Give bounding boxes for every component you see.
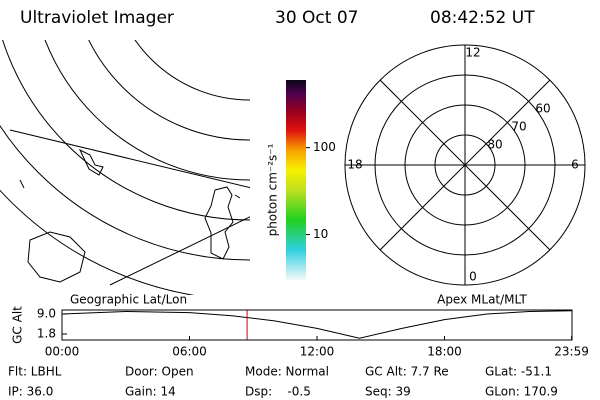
info-field: GLon: 170.9 xyxy=(485,385,558,399)
colorbar-label: photon cm⁻²s⁻¹ xyxy=(266,143,280,236)
polar-label: Apex MLat/MLT xyxy=(437,293,527,307)
colorbar-tick-label: 100 xyxy=(313,140,336,154)
lat-ring xyxy=(374,74,556,256)
colorbar-tick-label: 10 xyxy=(313,227,328,241)
mlt-label: 6 xyxy=(571,158,579,172)
info-field: Door: Open xyxy=(125,365,194,379)
lat-label: 70 xyxy=(511,120,526,134)
map-label: Geographic Lat/Lon xyxy=(70,293,187,307)
mlt-label: 0 xyxy=(469,270,477,284)
info-field: Gain: 14 xyxy=(125,385,176,399)
info-field: Dsp: -0.5 xyxy=(245,385,311,399)
x-tick-label: 00:00 xyxy=(45,345,80,359)
x-tick-label: 12:00 xyxy=(300,345,335,359)
y-tick-label: 9.0 xyxy=(37,307,56,321)
lat-ring xyxy=(404,104,526,226)
info-field: GLat: -51.1 xyxy=(485,365,552,379)
polar-spoke xyxy=(379,79,551,251)
x-tick-label: 23:59 xyxy=(554,345,589,359)
info-field: Mode: Normal xyxy=(245,365,329,379)
colorbar xyxy=(286,80,306,280)
altitude-ylabel: GC Alt xyxy=(11,306,25,344)
altitude-line xyxy=(61,310,572,339)
info-field: Seq: 39 xyxy=(365,385,411,399)
lat-ring xyxy=(434,134,496,196)
mlt-label: 12 xyxy=(465,46,480,60)
lat-label: 80 xyxy=(487,138,502,152)
info-field: Flt: LBHL xyxy=(8,365,62,379)
info-field: GC Alt: 7.7 Re xyxy=(365,365,449,379)
geo-map xyxy=(0,40,250,295)
x-tick-label: 06:00 xyxy=(172,345,207,359)
date: 30 Oct 07 xyxy=(275,8,358,28)
info-field: IP: 36.0 xyxy=(8,385,53,399)
polar-plot: 80 70 60 12 6 18 0 xyxy=(344,44,586,286)
altitude-frame xyxy=(61,309,573,341)
instrument-title: Ultraviolet Imager xyxy=(20,8,174,28)
x-tick-label: 18:00 xyxy=(427,345,462,359)
time: 08:42:52 UT xyxy=(430,8,535,28)
lat-label: 60 xyxy=(535,102,550,116)
y-tick-label: 1.8 xyxy=(37,327,56,341)
mlt-label: 18 xyxy=(347,158,362,172)
